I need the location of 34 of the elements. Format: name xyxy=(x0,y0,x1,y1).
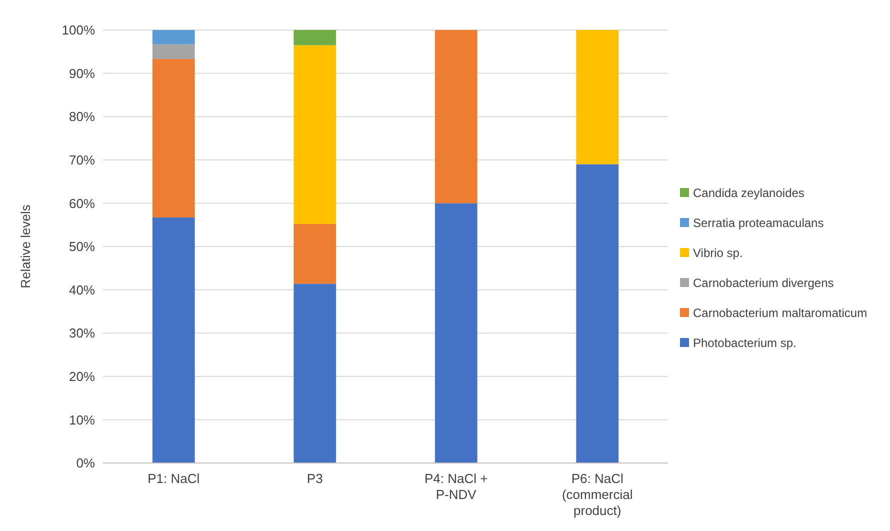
bar xyxy=(152,44,195,60)
y-tick-label: 60% xyxy=(68,196,96,211)
legend-label: Carnobacterium maltaromaticum xyxy=(693,306,868,320)
legend-label: Serratia proteamaculans xyxy=(693,216,824,230)
bar xyxy=(152,59,195,218)
y-tick-label: 50% xyxy=(68,239,96,254)
y-tick-label: 80% xyxy=(68,109,96,124)
x-tick-label: P1: NaCl xyxy=(148,471,200,486)
bar xyxy=(294,284,336,463)
bar xyxy=(294,45,336,224)
y-tick-label: 90% xyxy=(68,66,96,81)
y-tick-label: 70% xyxy=(68,152,96,168)
x-tick-label: P3 xyxy=(306,471,323,486)
y-tick-label: 100% xyxy=(62,22,96,38)
legend-label: Carnobacterium divergens xyxy=(693,276,834,290)
bar xyxy=(294,30,336,46)
y-axis-title: Relative levels xyxy=(18,204,33,288)
bar xyxy=(576,164,619,463)
x-tick-label: P4: NaCl + P-NDV xyxy=(424,471,488,502)
bar xyxy=(434,30,478,204)
y-tick-label: 30% xyxy=(68,326,96,341)
legend-label: Candida zeylanoides xyxy=(693,186,804,200)
bar xyxy=(434,203,478,463)
legend-label: Photobacterium sp. xyxy=(693,336,796,350)
bar xyxy=(576,30,619,164)
y-tick-label: 0% xyxy=(76,456,96,471)
bar xyxy=(294,224,336,284)
x-tick-label: P6: NaCl (commercial product) xyxy=(562,471,633,518)
bar xyxy=(152,30,195,44)
bar xyxy=(152,217,195,463)
y-tick-label: 20% xyxy=(68,368,96,384)
y-tick-label: 10% xyxy=(68,412,96,428)
legend-label: Vibrio sp. xyxy=(693,246,743,260)
y-tick-label: 40% xyxy=(68,282,96,298)
